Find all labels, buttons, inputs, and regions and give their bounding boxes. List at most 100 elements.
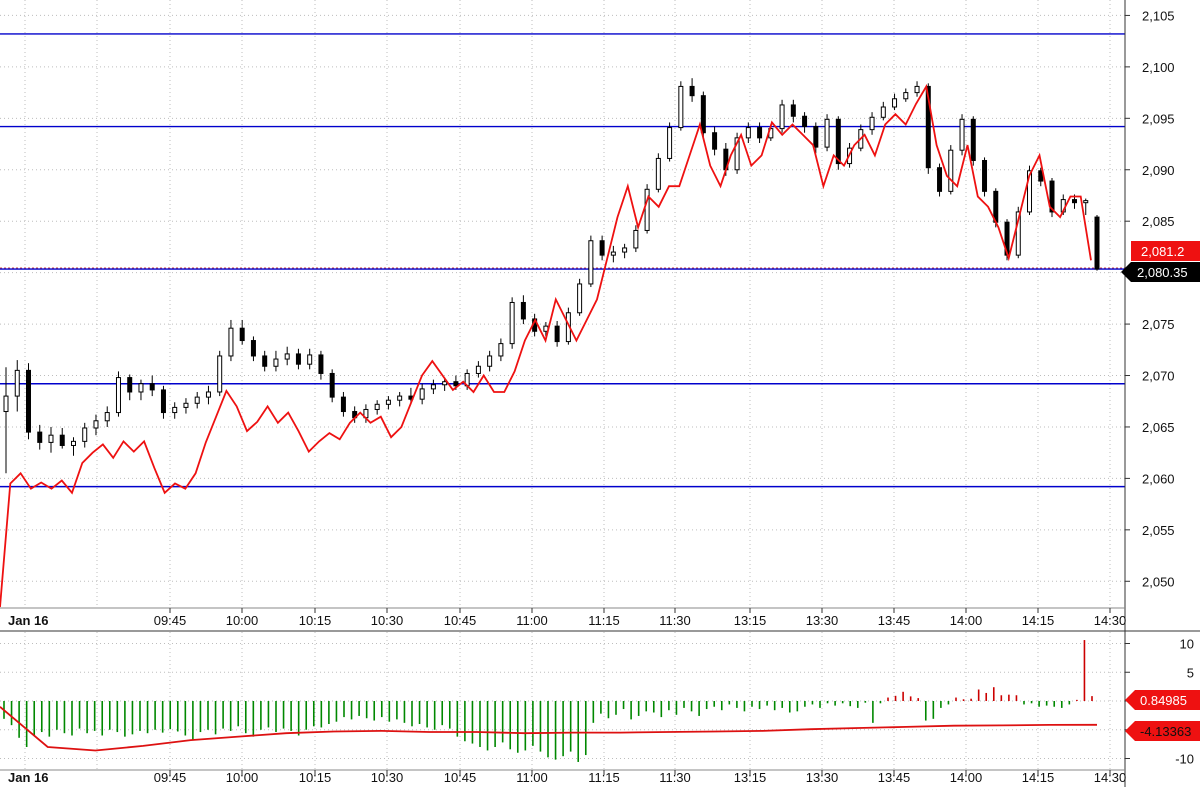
candle (700, 91, 706, 139)
candle (239, 319, 245, 345)
candle-body-down (554, 325, 560, 343)
candle-body-up (734, 137, 740, 171)
candle (329, 369, 335, 403)
red-series-price-tag: 2,081.2 (1131, 241, 1200, 261)
candle-body-up (644, 188, 650, 231)
candle (577, 278, 583, 316)
candle-body-up (655, 157, 661, 190)
price-y-tick-label: 2,050 (1142, 574, 1175, 589)
candle-body-down (262, 355, 268, 367)
oscillator-x-tick-label: 10:00 (226, 770, 259, 785)
candle-body-up (948, 149, 954, 192)
candle (802, 112, 808, 133)
candle-body-down (340, 396, 346, 413)
oscillator-date-label: Jan 16 (8, 770, 48, 785)
candle (3, 367, 9, 474)
oscillator-x-tick-label: 13:15 (734, 770, 767, 785)
oscillator-panel-grid (0, 632, 1125, 770)
candle (1015, 206, 1021, 259)
candle-body-up (824, 118, 830, 148)
candle (667, 122, 673, 162)
candle (689, 78, 695, 102)
candle (138, 379, 144, 401)
candle-body-down (250, 340, 256, 357)
price-horizontal-levels[interactable] (0, 33, 1125, 488)
candle (70, 437, 76, 456)
price-y-tick-label: 2,105 (1142, 8, 1175, 23)
price-y-tick-label: 2,055 (1142, 523, 1175, 538)
candle (104, 406, 110, 427)
candle (757, 122, 763, 144)
oscillator-y-tick-label: -10 (1175, 752, 1194, 767)
candle-body-down (937, 167, 943, 192)
candle (1094, 215, 1100, 271)
candle (948, 145, 954, 195)
candle (734, 132, 740, 174)
candle-body-down (295, 353, 301, 365)
candle (959, 114, 965, 156)
candle-body-up (678, 85, 684, 129)
oscillator-signal-line (0, 706, 1098, 752)
candle-body-down (318, 354, 324, 374)
candle-body-down (149, 383, 155, 391)
candle-body-down (59, 434, 65, 446)
candle (307, 348, 313, 370)
candle (520, 295, 526, 325)
candle (487, 350, 493, 372)
price-x-tick-label: 09:45 (154, 613, 187, 628)
candle (262, 350, 268, 372)
candle (374, 400, 380, 415)
candle-body-up (487, 355, 493, 367)
candle-body-up (475, 365, 481, 374)
oscillator-y-tick-label: 5 (1187, 665, 1194, 680)
candle (217, 350, 223, 397)
candle (599, 235, 605, 261)
candle (205, 385, 211, 405)
candle (172, 402, 178, 419)
candle (250, 336, 256, 362)
candle (59, 427, 65, 449)
candle-body-up (374, 403, 380, 410)
price-x-tick-label: 11:30 (659, 613, 691, 628)
candle-body-up (430, 384, 436, 390)
signal-value-tag: -4.13363 (1125, 721, 1200, 741)
price-y-tick-label: 2,095 (1142, 111, 1175, 126)
candle-body-down (925, 85, 931, 169)
oscillator-x-tick-label: 11:30 (659, 770, 691, 785)
candle (284, 346, 290, 366)
price-x-tick-label: 11:15 (588, 613, 620, 628)
candle (25, 363, 31, 440)
candle-body-up (273, 358, 279, 367)
candle-body-down (329, 372, 335, 398)
candle-body-up (93, 420, 99, 429)
candle (498, 338, 504, 362)
candle-body-up (228, 327, 234, 357)
candle-body-down (37, 431, 43, 443)
candle (183, 398, 189, 414)
price-x-tick-label: 14:15 (1022, 613, 1055, 628)
candle-body-down (835, 118, 841, 165)
candle-body-down (127, 377, 133, 393)
candle (880, 101, 886, 121)
candle (1083, 198, 1089, 216)
candle-body-up (115, 377, 121, 414)
candle (824, 114, 830, 152)
price-x-tick-label: 14:30 (1094, 613, 1127, 628)
candle-body-down (453, 381, 459, 387)
candle (813, 122, 819, 154)
candle-body-down (1072, 199, 1078, 204)
price-y-tick-label: 2,070 (1142, 369, 1175, 384)
candle (790, 99, 796, 123)
red-series-tag-text: 2,081.2 (1141, 244, 1184, 259)
candle-body-up (385, 399, 391, 405)
candle (228, 319, 234, 362)
candle (633, 225, 639, 253)
candle-body-down (239, 327, 245, 342)
candle-body-up (745, 127, 751, 139)
candlestick-series[interactable] (3, 78, 1100, 474)
candle-body-up (588, 240, 594, 285)
candle-body-down (712, 132, 718, 150)
candle (712, 126, 718, 156)
candle (892, 93, 898, 111)
candle-body-up (194, 396, 200, 404)
